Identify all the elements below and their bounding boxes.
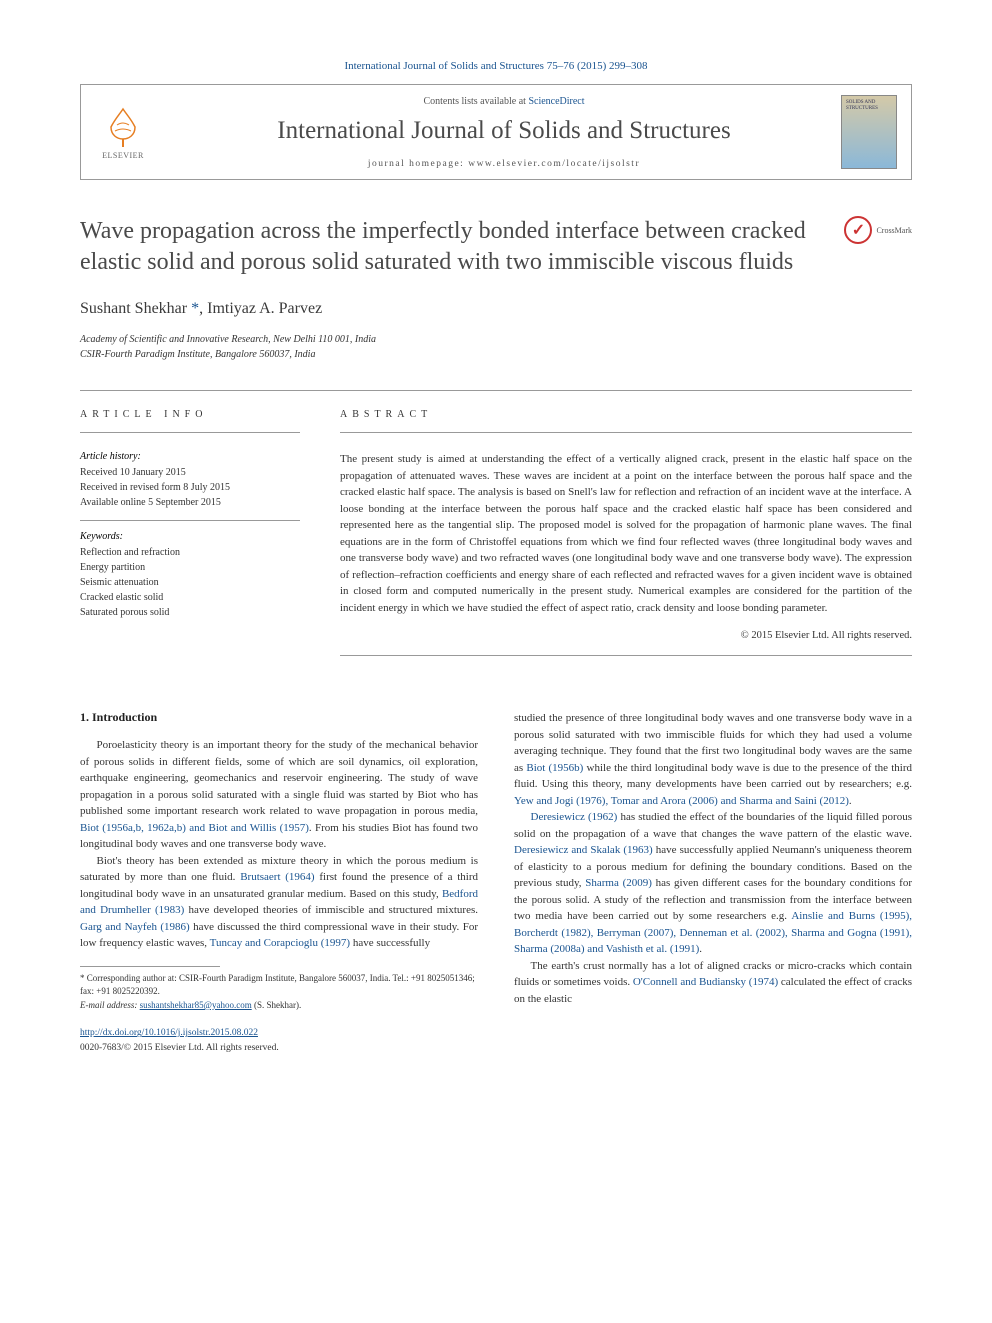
keywords-heading: Keywords:: [80, 531, 300, 542]
body-para-2: Biot's theory has been extended as mixtu…: [80, 853, 478, 952]
body-col-left: 1. Introduction Poroelasticity theory is…: [80, 710, 478, 1012]
journal-header: ELSEVIER Contents lists available at Sci…: [80, 84, 912, 180]
affiliation-2: CSIR-Fourth Paradigm Institute, Bangalor…: [80, 347, 912, 362]
crossmark-badge[interactable]: ✓ CrossMark: [844, 216, 912, 244]
authors-line: Sushant Shekhar *, Imtiyaz A. Parvez: [80, 300, 912, 318]
elsevier-tree-icon: [101, 105, 145, 149]
homepage-line: journal homepage: www.elsevier.com/locat…: [167, 159, 841, 169]
affiliations: Academy of Scientific and Innovative Res…: [80, 332, 912, 362]
author-email-link[interactable]: sushantshekhar85@yahoo.com: [140, 1000, 252, 1010]
citation[interactable]: Biot (1956a,b, 1962a,b) and Biot and Wil…: [80, 822, 309, 834]
journal-name: International Journal of Solids and Stru…: [167, 117, 841, 145]
footer: http://dx.doi.org/10.1016/j.ijsolstr.201…: [80, 1026, 912, 1055]
doi-link[interactable]: http://dx.doi.org/10.1016/j.ijsolstr.201…: [80, 1028, 258, 1038]
citation[interactable]: Deresiewicz and Skalak (1963): [514, 844, 653, 856]
sciencedirect-link[interactable]: ScienceDirect: [528, 96, 584, 107]
citation[interactable]: Sharma (2009): [585, 877, 652, 889]
citation[interactable]: Yew and Jogi (1976), Tomar and Arora (20…: [514, 795, 849, 807]
body-para-1: Poroelasticity theory is an important th…: [80, 737, 478, 853]
journal-cover-thumbnail: SOLIDS AND STRUCTURES: [841, 95, 897, 169]
citation[interactable]: Deresiewicz (1962): [531, 811, 618, 823]
journal-reference: International Journal of Solids and Stru…: [80, 60, 912, 72]
citation[interactable]: O'Connell and Budiansky (1974): [633, 976, 778, 988]
body-para-3: studied the presence of three longitudin…: [514, 710, 912, 809]
contents-available-line: Contents lists available at ScienceDirec…: [167, 96, 841, 107]
body-para-4: Deresiewicz (1962) has studied the effec…: [514, 809, 912, 958]
corresponding-marker: *: [191, 300, 199, 317]
issn-copyright: 0020-7683/© 2015 Elsevier Ltd. All right…: [80, 1041, 912, 1055]
header-center: Contents lists available at ScienceDirec…: [167, 96, 841, 169]
citation[interactable]: Garg and Nayfeh (1986): [80, 921, 190, 933]
info-abstract-row: article info Article history: Received 1…: [80, 409, 912, 674]
footnote-divider: [80, 966, 220, 967]
crossmark-icon: ✓: [844, 216, 872, 244]
section-divider: [80, 390, 912, 391]
abstract-text: The present study is aimed at understand…: [340, 451, 912, 616]
history-heading: Article history:: [80, 451, 300, 462]
article-info-column: article info Article history: Received 1…: [80, 409, 300, 674]
author-1: Sushant Shekhar: [80, 300, 187, 317]
citation[interactable]: Tuncay and Corapcioglu (1997): [210, 937, 350, 949]
citation[interactable]: Brutsaert (1964): [240, 871, 314, 883]
elsevier-logo: ELSEVIER: [95, 100, 151, 164]
affiliation-1: Academy of Scientific and Innovative Res…: [80, 332, 912, 347]
keywords-block: Keywords: Reflection and refraction Ener…: [80, 531, 300, 620]
introduction-heading: 1. Introduction: [80, 710, 478, 725]
title-row: Wave propagation across the imperfectly …: [80, 216, 912, 278]
body-col-right: studied the presence of three longitudin…: [514, 710, 912, 1012]
article-title: Wave propagation across the imperfectly …: [80, 216, 844, 278]
abstract-column: abstract The present study is aimed at u…: [340, 409, 912, 674]
body-columns: 1. Introduction Poroelasticity theory is…: [80, 710, 912, 1012]
author-2: Imtiyaz A. Parvez: [207, 300, 322, 317]
citation[interactable]: Biot (1956b): [526, 762, 583, 774]
body-para-5: The earth's crust normally has a lot of …: [514, 958, 912, 1008]
article-history-block: Article history: Received 10 January 201…: [80, 451, 300, 521]
email-footnote: E-mail address: sushantshekhar85@yahoo.c…: [80, 999, 478, 1013]
abstract-label: abstract: [340, 409, 912, 420]
abstract-copyright: © 2015 Elsevier Ltd. All rights reserved…: [340, 630, 912, 641]
article-info-label: article info: [80, 409, 300, 420]
corresponding-author-footnote: * Corresponding author at: CSIR-Fourth P…: [80, 972, 478, 999]
paper-page: International Journal of Solids and Stru…: [0, 0, 992, 1115]
elsevier-name: ELSEVIER: [102, 151, 144, 160]
